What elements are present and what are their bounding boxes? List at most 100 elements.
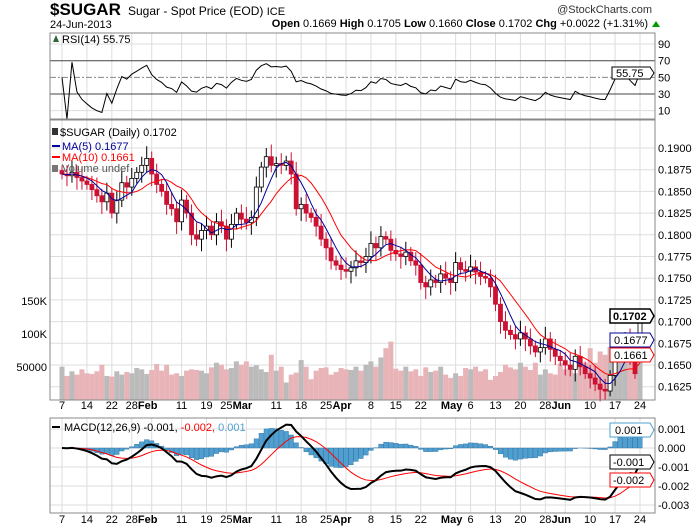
candle-body xyxy=(577,355,583,368)
macd-histogram-bar xyxy=(403,443,409,449)
volume-bar xyxy=(418,375,424,400)
volume-bar xyxy=(228,368,234,400)
price-tick-label: 0.1775 xyxy=(658,252,692,264)
macd-histogram-bar xyxy=(378,443,384,449)
volume-bar xyxy=(59,366,65,400)
volume-bar xyxy=(134,368,140,400)
volume-bar xyxy=(537,374,543,400)
x-tick-label: 28 xyxy=(126,400,138,412)
x-tick-label: Feb xyxy=(138,514,158,526)
candle-body xyxy=(253,186,259,218)
x-tick-label: 7 xyxy=(59,514,65,526)
macd-histogram-bar xyxy=(512,447,518,461)
macd-histogram-bar xyxy=(179,447,185,455)
volume-bar xyxy=(458,375,464,400)
volume-bar xyxy=(453,373,459,400)
macd-tick-label: -0.001 xyxy=(658,462,689,474)
macd-histogram-bar xyxy=(278,429,284,449)
macd-histogram-bar xyxy=(358,447,364,459)
candle-body xyxy=(532,345,538,353)
ma5-badge-text: 0.1677 xyxy=(614,335,648,347)
volume-bar xyxy=(114,371,120,400)
instrument-name: Sugar - Spot Price (EOD) ICE xyxy=(128,4,285,18)
macd-histogram-bar xyxy=(393,443,399,449)
volume-bar xyxy=(512,369,518,400)
volume-bar xyxy=(368,361,374,400)
ohlc-summary: Open 0.1669 High 0.1705 Low 0.1660 Close… xyxy=(272,18,648,30)
volume-bar xyxy=(483,369,489,400)
x-tick-label: Mar xyxy=(233,514,253,526)
macd-histogram-bar xyxy=(547,447,553,453)
candle-body xyxy=(378,236,384,249)
rsi-tick-label: 10 xyxy=(658,106,670,118)
candle-body xyxy=(537,347,543,353)
price-tick-label: 0.1900 xyxy=(658,143,692,155)
volume-bar xyxy=(204,373,209,400)
volume-bar xyxy=(637,361,643,400)
volume-bar xyxy=(253,365,259,400)
volume-bar xyxy=(328,374,334,400)
candle-body xyxy=(154,173,160,185)
price-legend: $SUGAR (Daily) 0.1702 xyxy=(60,127,177,139)
x-tick-label: 28 xyxy=(539,514,551,526)
candles xyxy=(59,144,643,402)
macd-histogram-bar xyxy=(428,447,434,452)
macd-histogram-bar xyxy=(517,447,523,460)
rsi-tick-label: 30 xyxy=(658,89,670,101)
volume-tick-label: 150K xyxy=(21,296,47,308)
volume-bar xyxy=(213,362,219,400)
macd-histogram-bar xyxy=(408,444,414,449)
volume-bar xyxy=(597,351,603,400)
macd-legend-name: MACD(12,26,9) xyxy=(64,422,140,434)
macd-histogram-bar xyxy=(139,441,145,449)
macd-histogram-bar xyxy=(552,447,558,452)
indicator-lines xyxy=(61,62,643,501)
macd-histogram-bar xyxy=(233,446,239,449)
volume-bar xyxy=(497,371,503,400)
macd-histogram-bar xyxy=(562,447,568,452)
candle-body xyxy=(363,256,369,263)
x-tick-label: 17 xyxy=(609,514,621,526)
macd-histogram-bar xyxy=(542,447,548,454)
candle-body xyxy=(368,243,374,257)
ma5-badge: 0.1677 xyxy=(609,332,655,348)
x-tick-label: May xyxy=(441,400,463,412)
volume-bar xyxy=(517,362,523,400)
x-tick-label: 11 xyxy=(271,514,282,526)
macd-histogram-bar xyxy=(368,447,374,451)
volume-bar xyxy=(74,374,80,400)
x-tick-label: 20 xyxy=(514,400,526,412)
macd-histogram-bar xyxy=(612,441,618,449)
volume-bar xyxy=(189,369,195,400)
x-tick-label: 22 xyxy=(415,514,427,526)
candle-legend-icon xyxy=(52,128,58,135)
up-arrow-icon xyxy=(652,21,660,27)
volume-bar xyxy=(408,371,414,400)
close-value: 0.1702 xyxy=(498,18,533,30)
candle-body xyxy=(428,279,434,288)
candle-body xyxy=(224,225,229,240)
x-tick-label: 28 xyxy=(539,400,551,412)
chg-value: +0.0022 (+1.31%) xyxy=(559,18,648,30)
volume-bar xyxy=(438,366,444,400)
price-tick-label: 0.1725 xyxy=(658,295,692,307)
x-tick-label: 20 xyxy=(514,514,526,526)
candle-body xyxy=(174,208,180,223)
macd-signal-line xyxy=(61,436,641,499)
candle-body xyxy=(562,360,568,366)
rsi-badge: 55.75 xyxy=(611,66,655,80)
x-tick-label: 14 xyxy=(81,514,93,526)
macd-histogram-bar xyxy=(438,447,444,451)
candle-body xyxy=(483,276,488,279)
macd-histogram-bar xyxy=(218,447,224,453)
ma10-line xyxy=(61,173,641,376)
macd-histogram-bar xyxy=(617,437,623,449)
x-tick-label: 10 xyxy=(584,400,596,412)
macd-histogram-bar xyxy=(632,437,638,449)
x-tick-label: 17 xyxy=(609,400,621,412)
price-tick-label: 0.1800 xyxy=(658,230,692,242)
volume-bar xyxy=(208,367,214,400)
rsi-tick-label: 90 xyxy=(658,39,670,51)
signal-badge-text: -0.002 xyxy=(613,475,644,487)
macd-histogram-bar xyxy=(607,446,613,449)
